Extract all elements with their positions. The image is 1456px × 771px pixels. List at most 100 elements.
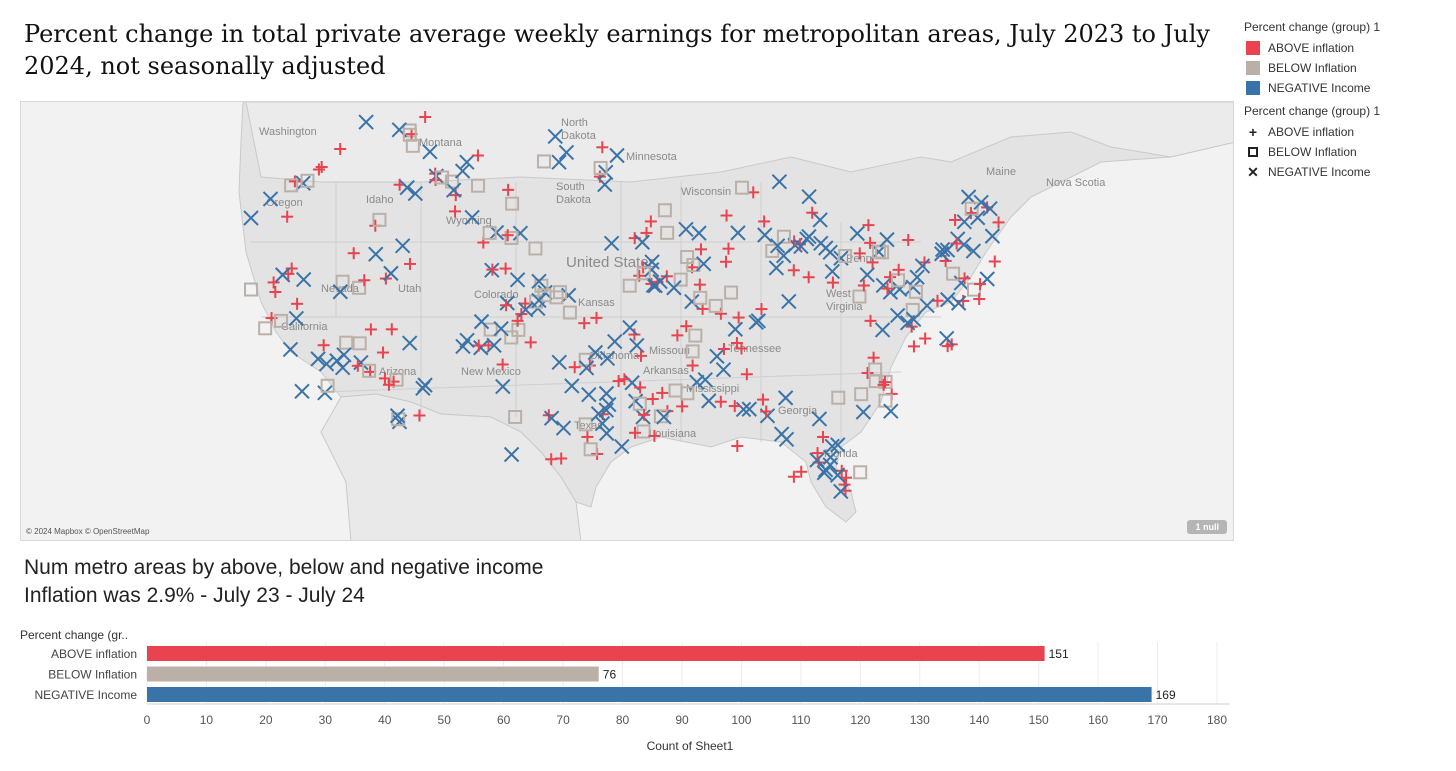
metro-marker[interactable]: [644, 215, 657, 228]
metro-marker[interactable]: [768, 260, 785, 276]
metro-marker[interactable]: [756, 393, 769, 406]
metro-marker[interactable]: [697, 371, 713, 388]
metro-marker[interactable]: [598, 385, 615, 402]
metro-marker[interactable]: [859, 267, 875, 283]
metro-marker[interactable]: [688, 328, 703, 343]
metro-marker[interactable]: [590, 311, 603, 324]
metro-marker[interactable]: [449, 205, 462, 218]
metro-marker[interactable]: [593, 160, 608, 175]
metro-marker[interactable]: [389, 372, 404, 387]
metro-marker[interactable]: [459, 332, 475, 349]
metro-marker[interactable]: [352, 336, 367, 351]
metro-marker[interactable]: [879, 231, 895, 248]
metro-marker[interactable]: [394, 238, 411, 254]
metro-marker[interactable]: [504, 330, 519, 345]
metro-marker[interactable]: [372, 212, 387, 227]
metro-marker[interactable]: [878, 376, 891, 389]
metro-marker[interactable]: [284, 178, 299, 193]
legend-color-above[interactable]: ABOVE inflation: [1244, 38, 1454, 58]
metro-marker[interactable]: [295, 271, 312, 288]
metro-marker[interactable]: [857, 279, 870, 292]
metro-marker[interactable]: [599, 350, 616, 367]
metro-marker[interactable]: [830, 437, 846, 453]
metro-marker[interactable]: [635, 349, 648, 362]
metro-marker[interactable]: [509, 272, 526, 288]
metro-marker[interactable]: [643, 262, 660, 278]
metro-marker[interactable]: [877, 378, 890, 391]
metro-marker[interactable]: [883, 403, 899, 419]
metro-marker[interactable]: [686, 258, 701, 273]
metro-marker[interactable]: [553, 285, 568, 300]
metro-marker[interactable]: [471, 149, 484, 162]
metro-marker[interactable]: [771, 173, 788, 190]
metro-marker[interactable]: [855, 404, 872, 420]
metro-marker[interactable]: [909, 269, 925, 285]
metro-marker[interactable]: [755, 303, 768, 316]
metro-marker[interactable]: [486, 263, 499, 276]
metro-marker[interactable]: [318, 356, 335, 372]
metro-marker[interactable]: [824, 438, 840, 455]
metro-marker[interactable]: [482, 225, 497, 240]
metro-marker[interactable]: [974, 278, 987, 291]
metro-marker[interactable]: [362, 363, 377, 378]
metro-marker[interactable]: [511, 314, 524, 327]
metro-marker[interactable]: [724, 285, 739, 300]
metro-marker[interactable]: [638, 408, 651, 421]
metro-marker[interactable]: [933, 246, 950, 262]
metro-marker[interactable]: [627, 393, 644, 409]
metro-marker[interactable]: [459, 154, 475, 170]
metro-marker[interactable]: [960, 189, 977, 205]
metro-marker[interactable]: [385, 323, 398, 336]
metro-marker[interactable]: [496, 358, 509, 371]
metro-marker[interactable]: [581, 386, 597, 403]
metro-marker[interactable]: [454, 163, 471, 179]
metro-marker[interactable]: [547, 128, 563, 145]
metro-marker[interactable]: [973, 293, 986, 306]
metro-marker[interactable]: [656, 409, 672, 425]
metro-marker[interactable]: [864, 314, 877, 327]
metro-marker[interactable]: [590, 406, 607, 422]
metro-marker[interactable]: [680, 320, 693, 333]
metro-marker[interactable]: [267, 276, 280, 289]
metro-marker[interactable]: [512, 225, 529, 241]
metro-marker[interactable]: [775, 248, 792, 264]
metro-marker[interactable]: [288, 310, 305, 327]
metro-marker[interactable]: [382, 378, 395, 391]
metro-marker[interactable]: [339, 335, 354, 350]
metro-marker[interactable]: [852, 289, 867, 304]
metro-marker[interactable]: [946, 266, 961, 281]
metro-marker[interactable]: [551, 154, 567, 170]
metro-marker[interactable]: [656, 386, 669, 399]
metro-marker[interactable]: [741, 401, 757, 417]
metro-marker[interactable]: [288, 175, 301, 188]
metro-marker[interactable]: [578, 417, 593, 432]
metro-marker[interactable]: [503, 446, 520, 463]
metro-marker[interactable]: [578, 317, 591, 330]
metro-marker[interactable]: [347, 247, 360, 260]
metro-marker[interactable]: [949, 213, 962, 226]
metro-marker[interactable]: [727, 321, 744, 337]
metro-marker[interactable]: [545, 453, 558, 466]
metro-marker[interactable]: [728, 400, 741, 413]
metro-marker[interactable]: [473, 340, 489, 356]
metro-marker[interactable]: [984, 228, 1001, 244]
metro-marker[interactable]: [603, 235, 620, 252]
metro-marker[interactable]: [294, 383, 310, 399]
metro-marker[interactable]: [568, 361, 581, 374]
metro-marker[interactable]: [419, 111, 432, 123]
metro-marker[interactable]: [332, 284, 348, 300]
metro-marker[interactable]: [854, 387, 869, 402]
metro-marker[interactable]: [905, 311, 922, 328]
metro-marker[interactable]: [956, 214, 973, 230]
metro-marker[interactable]: [555, 420, 572, 436]
metro-marker[interactable]: [853, 465, 868, 480]
metro-marker[interactable]: [831, 390, 846, 405]
metro-marker[interactable]: [908, 284, 923, 299]
metro-marker[interactable]: [957, 294, 970, 307]
metro-marker[interactable]: [413, 409, 426, 422]
metro-marker[interactable]: [884, 271, 897, 284]
metro-marker[interactable]: [274, 267, 291, 283]
metro-marker[interactable]: [875, 245, 890, 260]
metro-marker[interactable]: [636, 424, 651, 439]
legend-shape-below[interactable]: BELOW Inflation: [1244, 142, 1454, 162]
